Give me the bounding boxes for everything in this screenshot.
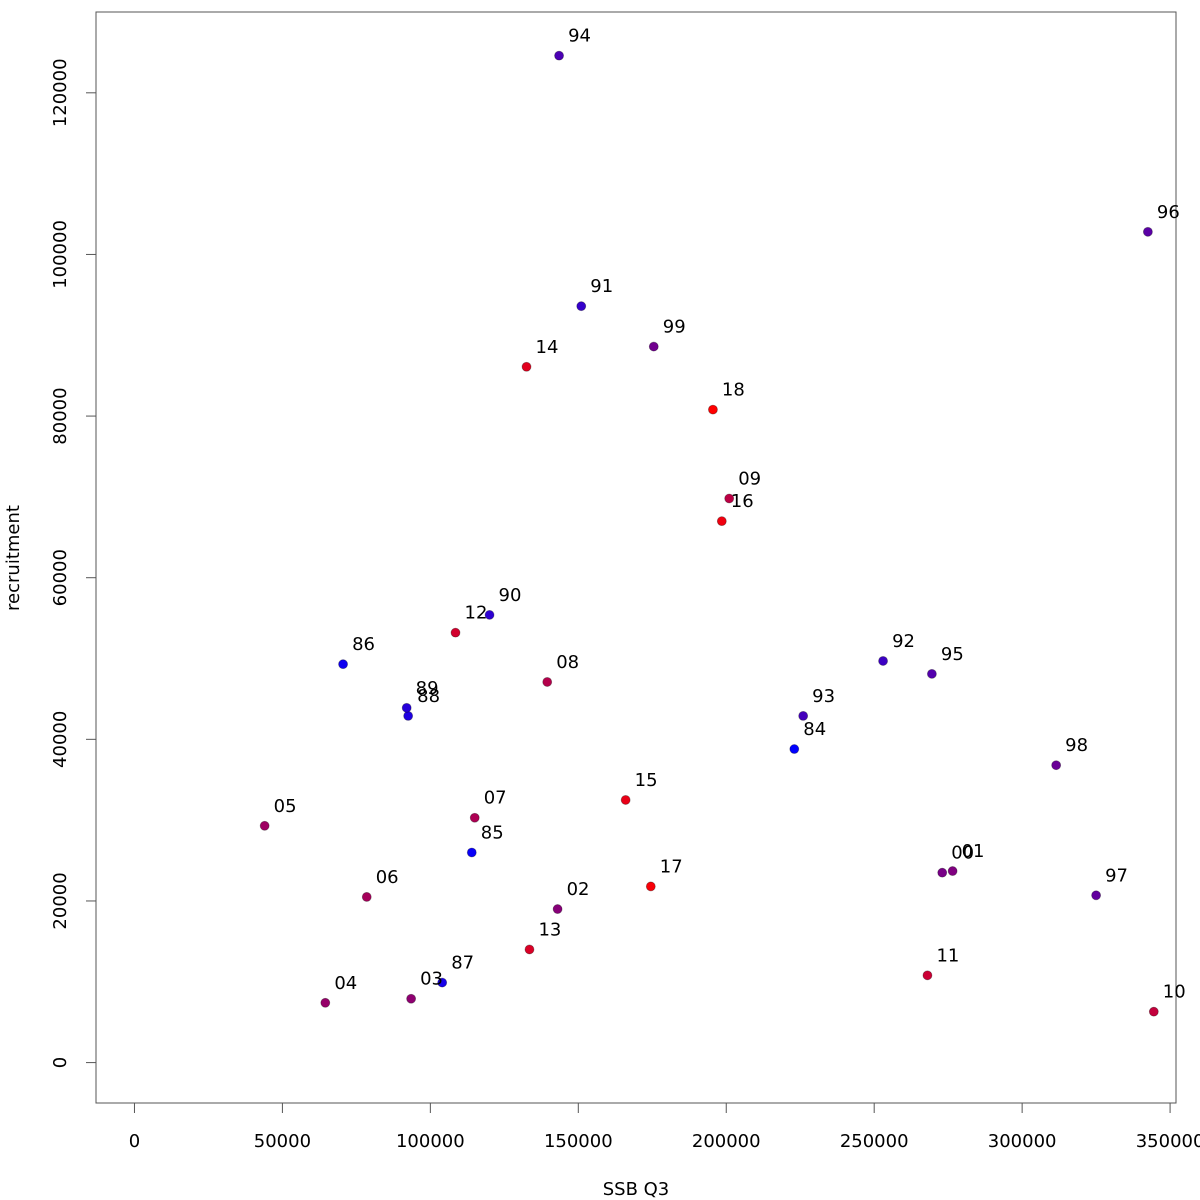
data-point-label-92: 92 bbox=[892, 631, 915, 652]
x-tick-label: 150000 bbox=[544, 1131, 613, 1152]
x-tick-label: 250000 bbox=[840, 1131, 909, 1152]
x-tick-label: 0 bbox=[129, 1131, 140, 1152]
data-point-08 bbox=[542, 677, 553, 687]
x-axis: 0 50000 100000 150000 200000 250000 300000 3500… bbox=[129, 1102, 1200, 1152]
data-point-label-88: 88 bbox=[417, 686, 440, 707]
x-tick-label: 300000 bbox=[988, 1131, 1057, 1152]
x-tick-label: 200000 bbox=[692, 1131, 761, 1152]
data-point-label-17: 17 bbox=[660, 856, 683, 877]
data-point-12 bbox=[450, 627, 461, 638]
data-point-85 bbox=[466, 847, 477, 858]
data-point-label-04: 04 bbox=[334, 973, 357, 994]
data-point-label-03: 03 bbox=[420, 969, 443, 990]
y-tick-label: 100000 bbox=[50, 220, 71, 289]
y-axis: 0 20000 40000 60000 80000 100000 120000 bbox=[50, 58, 97, 1068]
data-point-label-02: 02 bbox=[567, 879, 590, 900]
data-point-label-99: 99 bbox=[663, 317, 686, 338]
data-point-18 bbox=[708, 404, 718, 415]
data-point-00 bbox=[937, 867, 948, 878]
data-point-label-15: 15 bbox=[635, 770, 658, 791]
plot-frame bbox=[95, 11, 1177, 1104]
data-point-label-95: 95 bbox=[941, 644, 964, 665]
data-point-15 bbox=[620, 795, 631, 805]
data-point-label-09: 09 bbox=[738, 469, 761, 490]
data-point-13 bbox=[524, 944, 535, 955]
y-tick-label: 60000 bbox=[50, 549, 71, 606]
data-point-01 bbox=[947, 866, 958, 876]
data-point-label-86: 86 bbox=[352, 634, 375, 655]
data-point-label-84: 84 bbox=[803, 719, 826, 740]
data-point-label-14: 14 bbox=[536, 337, 559, 358]
data-point-label-01: 01 bbox=[962, 841, 985, 862]
y-ticks: 0 20000 40000 60000 80000 100000 120000 bbox=[50, 58, 96, 1068]
data-point-label-97: 97 bbox=[1105, 865, 1128, 886]
y-tick-label: 120000 bbox=[50, 58, 71, 127]
data-point-03 bbox=[406, 993, 417, 1004]
data-point-04 bbox=[320, 997, 331, 1008]
data-point-92 bbox=[878, 656, 888, 666]
data-point-91 bbox=[576, 301, 587, 312]
data-point-14 bbox=[521, 361, 532, 372]
data-point-label-11: 11 bbox=[936, 945, 959, 966]
data-point-10 bbox=[1148, 1006, 1159, 1017]
y-tick-label: 40000 bbox=[50, 711, 71, 768]
data-point-05 bbox=[259, 820, 270, 831]
data-point-86 bbox=[338, 659, 348, 670]
data-point-label-96: 96 bbox=[1157, 202, 1180, 223]
data-point-label-16: 16 bbox=[731, 491, 754, 512]
data-point-98 bbox=[1051, 760, 1062, 771]
data-point-label-00: 00 bbox=[951, 843, 974, 864]
data-point-label-85: 85 bbox=[481, 822, 504, 843]
data-point-97 bbox=[1091, 890, 1102, 901]
data-point-99 bbox=[648, 341, 659, 352]
data-point-label-06: 06 bbox=[376, 867, 399, 888]
data-point-09 bbox=[724, 493, 735, 504]
data-point-16 bbox=[716, 516, 727, 527]
y-axis-title: recruitment bbox=[3, 505, 24, 611]
data-point-label-91: 91 bbox=[590, 276, 613, 297]
data-point-95 bbox=[926, 668, 937, 679]
x-axis-title: SSB Q3 bbox=[603, 1179, 670, 1200]
data-point-label-13: 13 bbox=[538, 919, 561, 940]
data-point-84 bbox=[789, 744, 800, 754]
x-tick-label: 50000 bbox=[254, 1131, 311, 1152]
data-point-87 bbox=[437, 977, 448, 988]
data-point-11 bbox=[922, 970, 933, 981]
data-point-96 bbox=[1142, 226, 1153, 237]
data-point-94 bbox=[554, 50, 564, 61]
data-point-17 bbox=[645, 881, 656, 892]
data-point-label-90: 90 bbox=[499, 585, 522, 606]
data-point-label-93: 93 bbox=[812, 686, 835, 707]
data-point-88 bbox=[403, 710, 414, 721]
data-points bbox=[259, 50, 1159, 1017]
data-point-02 bbox=[552, 904, 563, 914]
data-point-label-89: 89 bbox=[416, 678, 439, 699]
data-point-label-18: 18 bbox=[722, 380, 745, 401]
data-point-06 bbox=[361, 892, 372, 902]
data-point-label-08: 08 bbox=[556, 652, 579, 673]
data-point-label-98: 98 bbox=[1065, 735, 1088, 756]
data-point-label-07: 07 bbox=[484, 788, 507, 809]
data-point-90 bbox=[484, 609, 495, 620]
y-tick-label: 20000 bbox=[50, 872, 71, 929]
data-point-label-87: 87 bbox=[451, 953, 474, 974]
x-tick-label: 100000 bbox=[396, 1131, 465, 1152]
data-point-label-05: 05 bbox=[274, 796, 297, 817]
y-tick-label: 80000 bbox=[50, 387, 71, 444]
x-tick-label: 350000 bbox=[1136, 1131, 1200, 1152]
y-tick-label: 0 bbox=[50, 1057, 71, 1068]
data-point-07 bbox=[469, 812, 480, 823]
data-point-label-10: 10 bbox=[1163, 982, 1186, 1003]
x-ticks: 0 50000 100000 150000 200000 250000 300000 3500… bbox=[129, 1103, 1200, 1152]
data-point-label-12: 12 bbox=[465, 603, 488, 624]
data-point-93 bbox=[798, 710, 809, 721]
data-point-89 bbox=[401, 702, 412, 713]
data-point-label-94: 94 bbox=[568, 26, 591, 47]
